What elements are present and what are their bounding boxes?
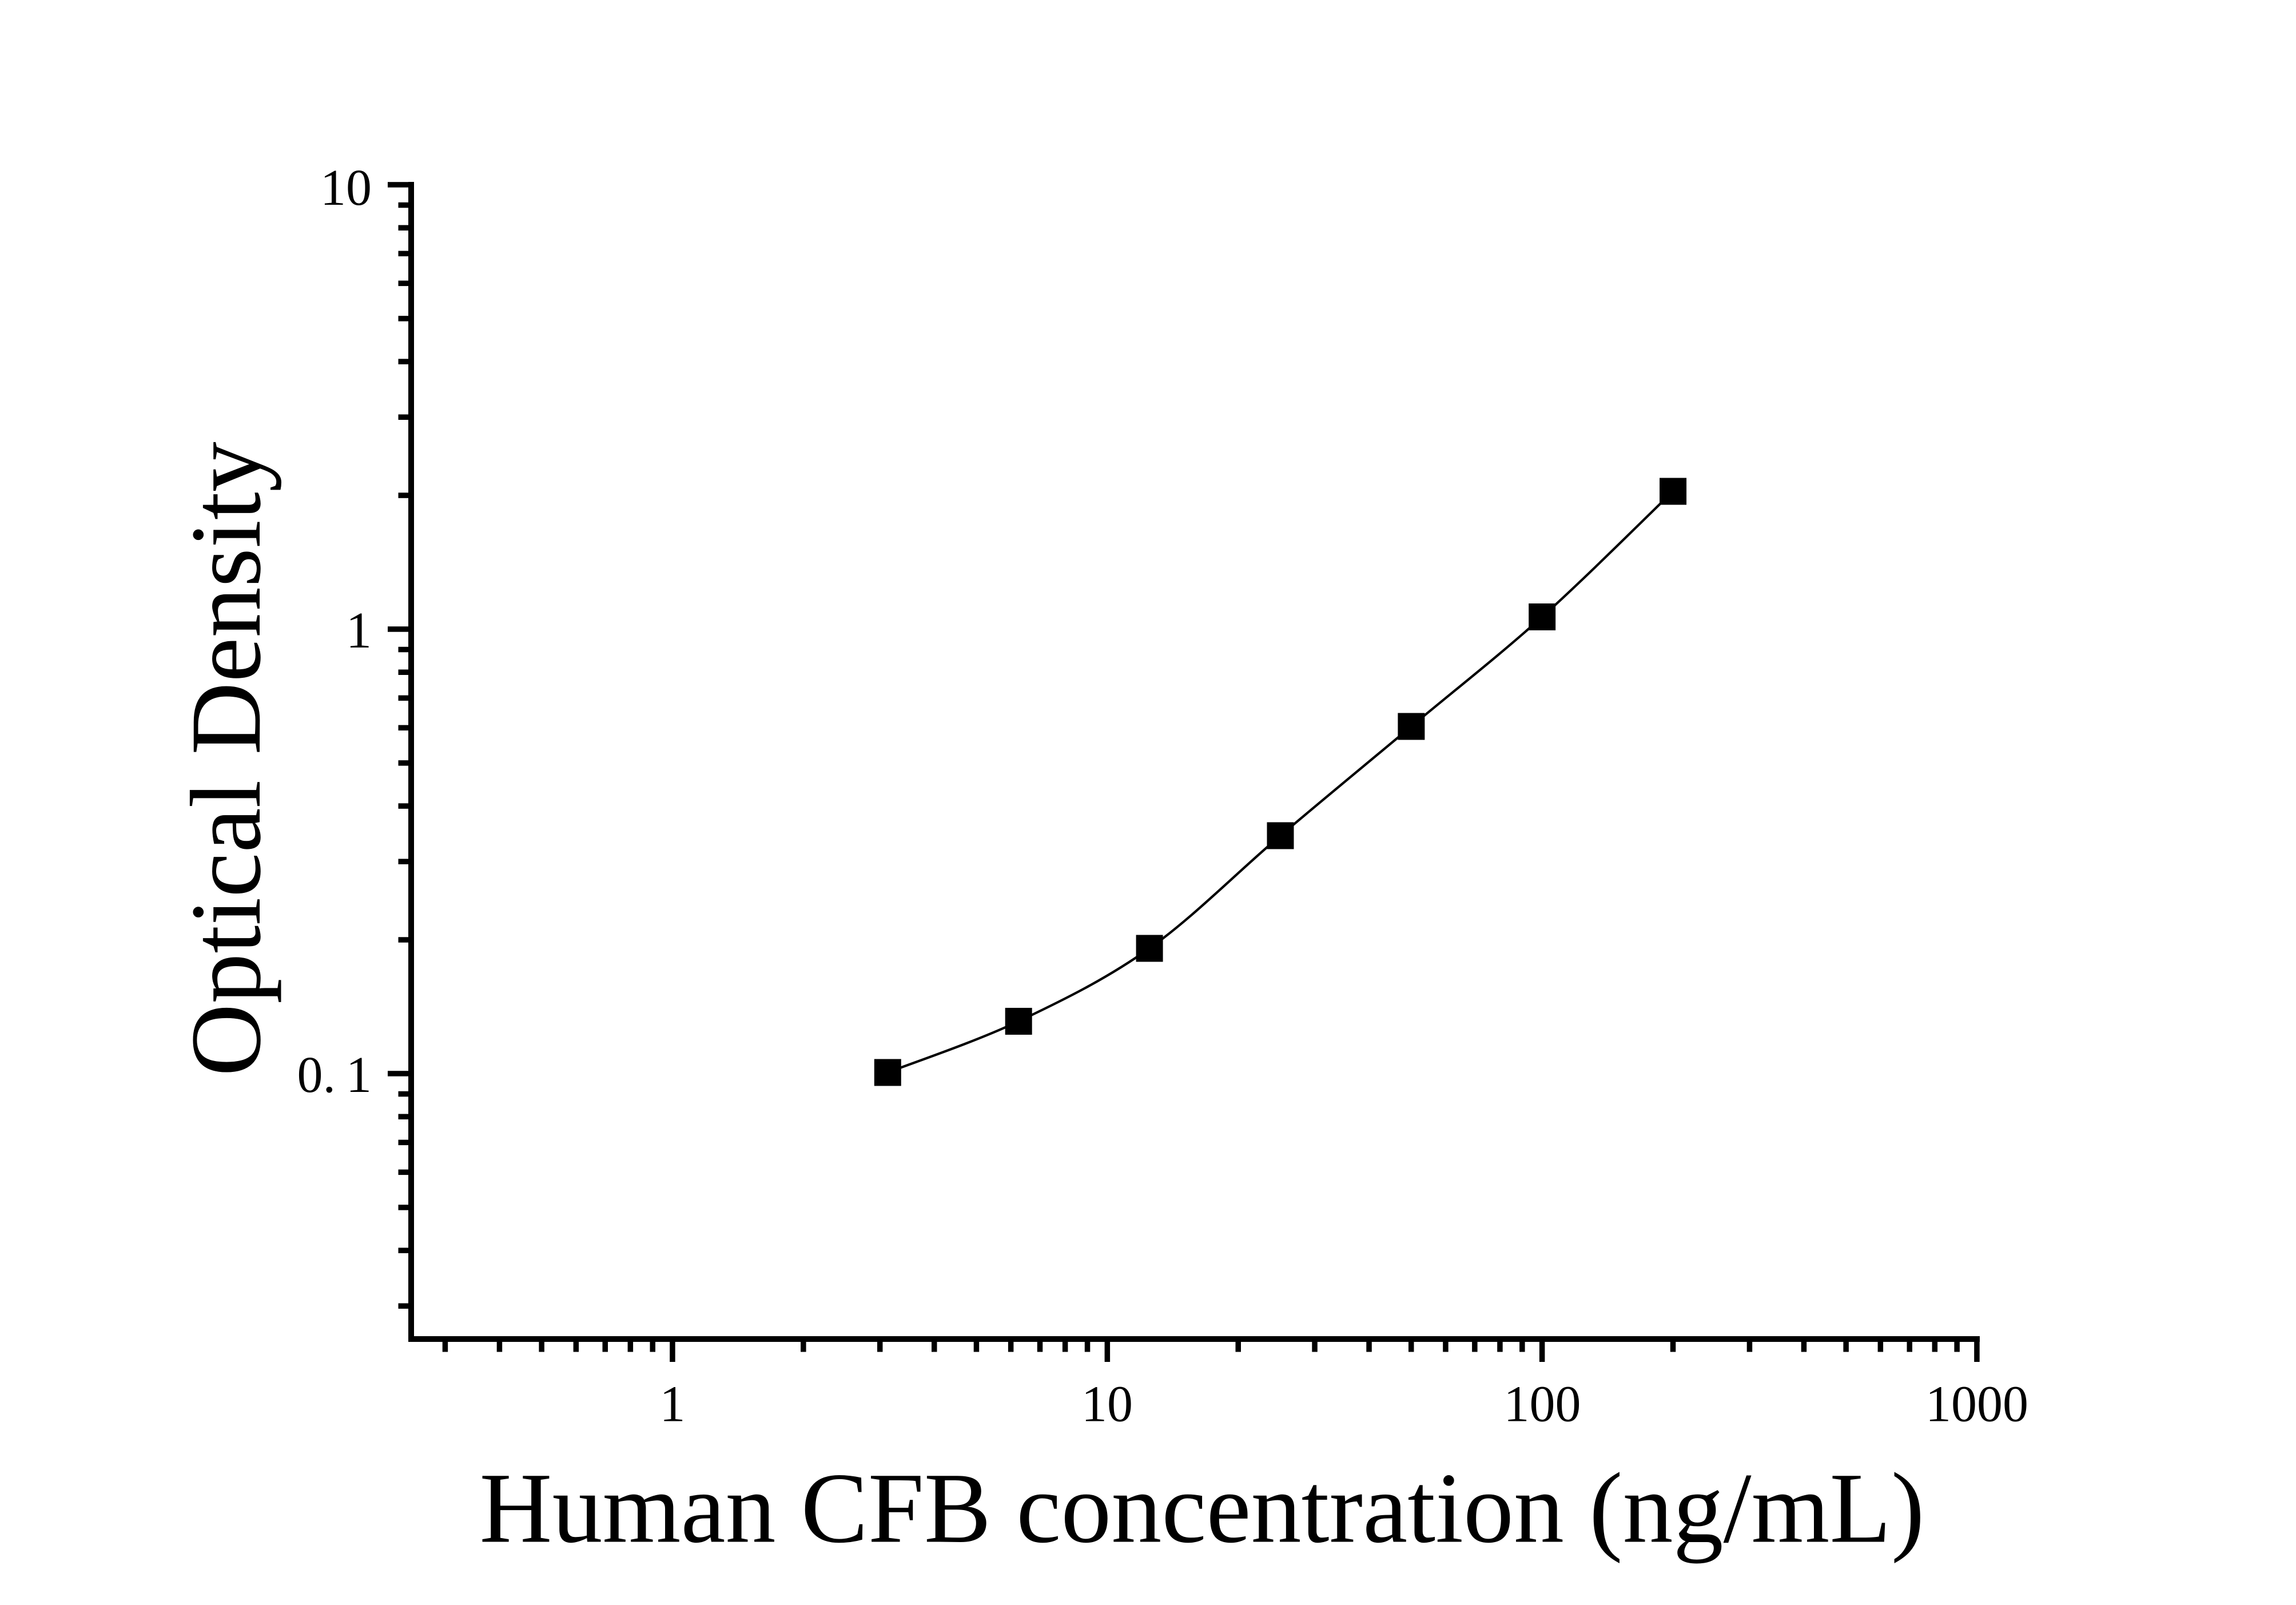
svg-text:Human CFB concentration (ng/mL: Human CFB concentration (ng/mL) xyxy=(479,1453,1924,1564)
svg-text:1: 1 xyxy=(346,602,372,659)
svg-text:Optical Density: Optical Density xyxy=(170,442,282,1076)
svg-text:1000: 1000 xyxy=(1925,1376,2028,1433)
svg-text:1: 1 xyxy=(660,1376,686,1433)
svg-text:0. 1: 0. 1 xyxy=(297,1047,372,1103)
svg-text:100: 100 xyxy=(1504,1376,1581,1433)
svg-text:10: 10 xyxy=(320,160,372,216)
svg-text:10: 10 xyxy=(1081,1376,1133,1433)
